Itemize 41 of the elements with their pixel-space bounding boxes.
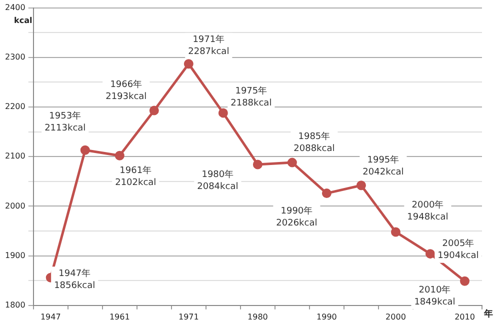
y-tick-label: 1900 [5, 250, 26, 260]
y-axis-title: kcal [14, 16, 32, 25]
x-tick-label: 1947 [40, 312, 61, 322]
y-tick-label: 2200 [5, 102, 26, 112]
data-label: 1980年 2084kcal [197, 168, 238, 192]
x-tick-label: 1961 [109, 312, 130, 322]
data-label: 1953年 2113kcal [44, 110, 86, 134]
point [356, 180, 366, 190]
y-tick-label: 2300 [5, 52, 26, 62]
y-tick-label: 2100 [5, 152, 26, 161]
point [460, 276, 470, 286]
y-tick-label: 1800 [5, 300, 26, 310]
point [322, 188, 332, 198]
x-tick-label: 1971 [178, 312, 199, 322]
y-tick-label: 2400 [5, 2, 26, 12]
point [390, 227, 400, 237]
point [287, 158, 297, 168]
x-tick-label: 2010 [454, 312, 475, 322]
data-label: 2010年 1849kcal [414, 284, 456, 308]
x-tick-label: 1990 [316, 312, 337, 322]
data-label: 1975年 2188kcal [230, 85, 272, 108]
point [149, 106, 159, 116]
data-label: 2005年 1904kcal [438, 238, 479, 262]
point [114, 150, 124, 160]
data-label: 1985年 2088kcal [294, 130, 335, 154]
data-label: 1995年 2042kcal [362, 154, 404, 178]
x-axis-title: 年 [483, 308, 493, 320]
x-tick-label: 2000 [386, 312, 406, 322]
point [218, 108, 228, 118]
point [252, 160, 262, 170]
data-label: 2000年 1948kcal [407, 199, 448, 222]
y-tick-label: 2000 [5, 201, 26, 210]
point [80, 145, 90, 155]
data-label: 1966年 2193kcal [106, 78, 147, 102]
point [425, 249, 435, 259]
point [184, 59, 194, 69]
data-label: 1971年 2287kcal [188, 34, 230, 58]
data-label: 1990年 2026kcal [276, 206, 318, 229]
data-label: 1961年 2102kcal [115, 164, 156, 188]
x-tick-label: 1980 [248, 312, 268, 322]
data-label: 1947年 1856kcal [54, 268, 96, 291]
